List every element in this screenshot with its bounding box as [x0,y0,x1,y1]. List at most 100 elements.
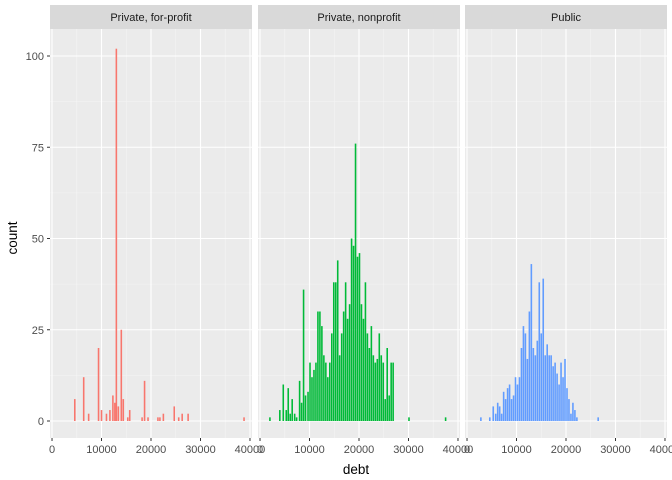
histogram-bar [128,410,131,421]
histogram-bar [105,413,108,421]
histogram-bar [392,362,394,421]
histogram-bar [362,318,365,421]
histogram-bar [562,377,564,421]
histogram-bar [388,395,390,421]
histogram-bar [87,413,90,421]
histogram-bar [542,278,545,421]
histogram-bar [147,417,149,421]
histogram-bar [506,388,509,421]
histogram-bar [291,399,293,421]
histogram-bar [382,362,385,421]
histogram-bar [514,377,517,421]
histogram-bar [502,391,505,421]
histogram-bar [100,410,103,421]
histogram-bar [342,311,345,421]
histogram-bar [498,406,501,421]
x-tick-label: 30000 [185,444,216,456]
histogram-bar [126,417,129,421]
x-axis-private-nonprofit: 0 10000 20000 30000 40000 [257,438,473,456]
x-tick-label: 20000 [344,444,375,456]
histogram-bar [304,395,307,421]
histogram-bar [550,355,552,421]
x-tick-label: 0 [257,444,263,456]
histogram-bar [500,413,503,421]
x-tick-label: 10000 [294,444,325,456]
facet-panels: Private, for-profit Private, nonprofit Pub… [50,5,667,438]
histogram-bar [508,384,511,421]
histogram-bar [574,410,576,421]
histogram-bar [374,362,377,421]
histogram-bar [564,358,566,421]
histogram-bar [293,413,296,421]
histogram-bar [572,402,574,421]
y-tick-label: 50 [32,234,44,246]
histogram-bar [350,238,353,421]
histogram-bar [554,362,556,421]
histogram-bar [568,399,570,421]
histogram-bar [317,311,319,421]
histogram-bar [492,406,495,421]
histogram-bar [534,355,537,421]
histogram-bar [408,417,410,421]
facet-panel-public: Public [465,5,667,438]
histogram-bar [269,417,271,421]
histogram-bar [141,417,143,421]
y-tick-label: 0 [38,416,44,428]
histogram-bar [526,358,529,421]
histogram-bar [325,362,327,421]
histogram-bar [368,348,371,421]
histogram-bar [282,384,285,421]
histogram-bar [287,388,290,421]
histogram-bar [384,399,387,421]
histogram-bar [370,326,373,421]
histogram-bar [329,362,331,421]
histogram-bar [560,362,562,421]
histogram-bar [538,282,541,421]
histogram-bar [494,413,497,421]
histogram-bar [309,362,311,421]
histogram-bar [157,417,159,421]
histogram-bar [356,256,359,421]
histogram-bar [321,326,323,421]
histogram-bar [97,348,100,421]
histogram-bar [348,304,351,421]
histogram-bar [558,384,560,421]
histogram-bar [73,399,76,421]
histogram-bar [109,410,111,421]
histogram-bar [319,311,321,421]
histogram-bar [372,355,375,421]
histogram-bar [336,260,339,421]
histogram-bar [570,413,572,421]
histogram-bar [285,410,288,421]
x-tick-label: 40000 [650,444,672,456]
histogram-bar [360,304,363,421]
x-tick-label: 20000 [136,444,167,456]
x-tick-label: 10000 [501,444,532,456]
histogram-bar [344,282,347,421]
x-tick-label: 30000 [393,444,424,456]
histogram-bar [504,399,507,421]
histogram-bar [386,348,389,421]
histogram-bar [480,417,482,421]
x-axis-private-for-profit: 0 10000 20000 30000 40000 [49,438,265,456]
histogram-bar [181,413,183,421]
histogram-bar [566,388,568,421]
x-tick-label: 0 [464,444,470,456]
histogram-bar [114,402,116,421]
histogram-bar [488,417,491,421]
histogram-bar [162,413,165,421]
histogram-bar [323,355,325,421]
histogram-bar [358,253,361,421]
histogram-bar [302,289,305,421]
histogram-bar [352,245,355,421]
histogram-bar [376,358,379,421]
histogram-bar [380,355,383,421]
histogram-bar [332,282,335,421]
histogram-bar [544,355,547,421]
histogram-bar [307,391,309,421]
histogram-bar [311,377,313,421]
histogram-bar [366,333,369,421]
histogram-bar [243,417,245,421]
